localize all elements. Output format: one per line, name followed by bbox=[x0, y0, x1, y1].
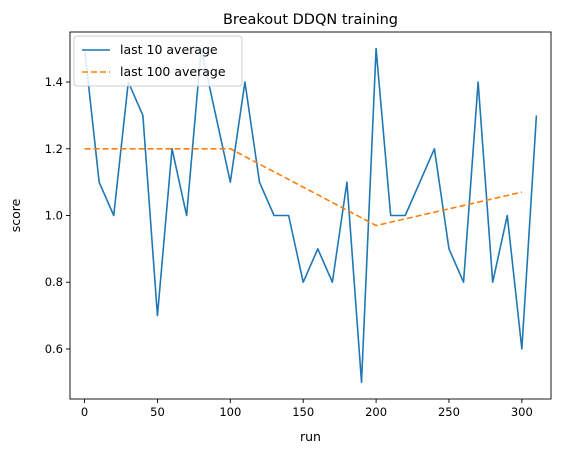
series-line-1 bbox=[83, 47, 538, 384]
x-tick-label: 0 bbox=[81, 405, 88, 419]
legend-box bbox=[73, 35, 243, 87]
y-axis: 0.6 0.8 1.0 1.2 1.4 bbox=[45, 75, 70, 356]
x-tick-label: 150 bbox=[292, 405, 314, 419]
chart-title: Breakout DDQN training bbox=[223, 12, 398, 28]
plot-series bbox=[83, 47, 538, 384]
y-axis-label: score bbox=[8, 198, 23, 232]
y-tick-label: 0.8 bbox=[45, 275, 63, 289]
legend-label: last 10 average bbox=[120, 42, 218, 57]
x-axis-label: run bbox=[300, 429, 321, 444]
legend: last 10 average last 100 average bbox=[73, 35, 243, 87]
x-tick-label: 50 bbox=[150, 405, 165, 419]
legend-label: last 100 average bbox=[120, 64, 226, 79]
x-tick-label: 200 bbox=[365, 405, 387, 419]
y-tick-label: 1.0 bbox=[45, 209, 63, 223]
x-tick-label: 100 bbox=[219, 405, 241, 419]
x-axis: 0 50 100 150 200 250 300 bbox=[81, 399, 533, 419]
y-tick-label: 1.2 bbox=[45, 142, 63, 156]
y-tick-label: 1.4 bbox=[45, 75, 63, 89]
y-tick-label: 0.6 bbox=[45, 342, 63, 356]
series-line-2 bbox=[84, 147, 523, 227]
x-tick-label: 250 bbox=[438, 405, 460, 419]
x-tick-label: 300 bbox=[511, 405, 533, 419]
